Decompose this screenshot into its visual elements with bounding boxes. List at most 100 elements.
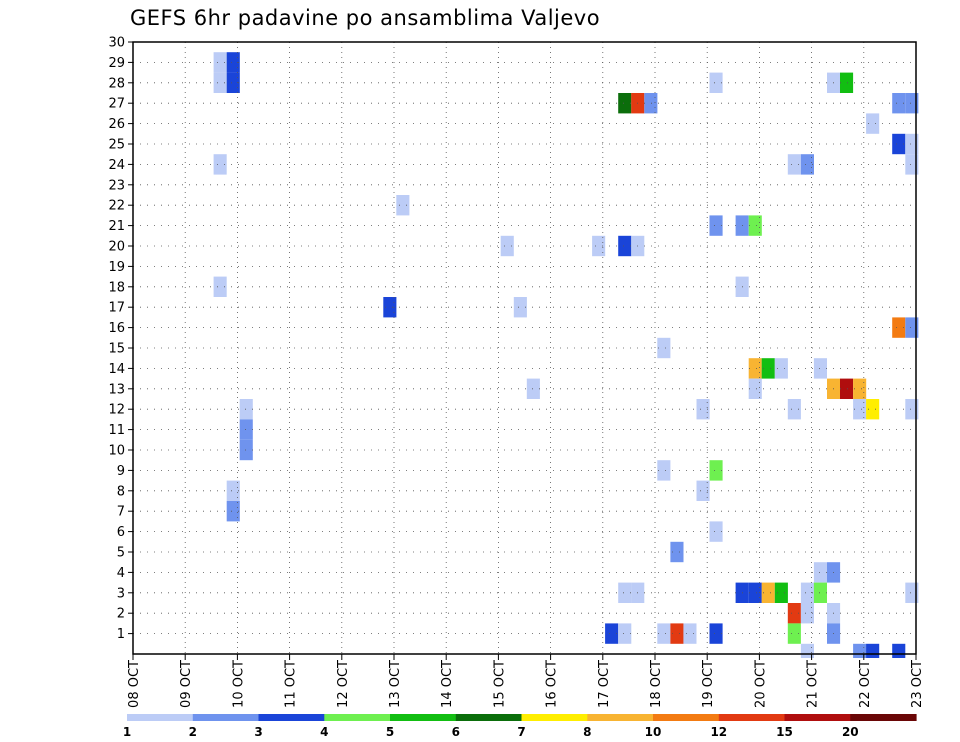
data-cell [892, 643, 906, 658]
colorbar-segment [784, 714, 851, 721]
data-cell [709, 72, 723, 93]
colorbar-segment [850, 714, 917, 721]
colorbar-label: 10 [645, 725, 662, 739]
colorbar-segment [521, 714, 588, 721]
data-cell [709, 215, 723, 236]
data-cell [683, 623, 697, 644]
data-cell [526, 378, 540, 399]
data-cell [709, 623, 723, 644]
x-tick-label: 13 OCT [388, 660, 403, 708]
x-tick-label: 08 OCT [127, 660, 142, 708]
data-cell [787, 154, 801, 175]
data-cell [618, 582, 632, 603]
y-tick-label: 1 [117, 627, 125, 642]
data-cell [709, 521, 723, 542]
y-tick-label: 5 [117, 546, 125, 561]
x-axis-labels: 08 OCT 09 OCT 10 OCT 11 OCT 12 OCT 13 OCT 14 O… [127, 654, 925, 708]
data-cell [657, 623, 671, 644]
y-tick-label: 24 [108, 158, 125, 173]
data-cell [787, 399, 801, 420]
y-tick-label: 25 [108, 138, 125, 153]
colorbar-label: 5 [386, 725, 394, 739]
data-cell [709, 460, 723, 481]
data-cell [213, 154, 227, 175]
colorbar-segment [587, 714, 654, 721]
data-cell [774, 582, 788, 603]
x-tick-label: 20 OCT [753, 660, 768, 708]
x-tick-label: 21 OCT [806, 660, 821, 708]
data-cells [213, 52, 919, 658]
data-cell [892, 133, 906, 155]
colorbar-label: 20 [842, 725, 859, 739]
colorbar-label: 12 [710, 725, 727, 739]
data-cell [866, 643, 880, 658]
colorbar-label: 8 [583, 725, 591, 739]
data-cell [905, 93, 919, 114]
y-tick-label: 22 [108, 199, 125, 214]
y-tick-label: 30 [108, 36, 125, 51]
data-cell [657, 337, 671, 359]
y-tick-label: 28 [108, 76, 125, 91]
y-tick-label: 16 [108, 321, 125, 336]
data-cell [500, 235, 514, 257]
y-tick-label: 9 [117, 464, 125, 479]
data-cell [866, 113, 880, 134]
y-tick-label: 21 [108, 219, 125, 234]
colorbar-segment [390, 714, 457, 721]
data-cell [905, 582, 919, 603]
data-cell [213, 52, 227, 73]
y-tick-label: 11 [108, 423, 125, 438]
data-cell [657, 460, 671, 481]
colorbar: 1 2 3 4 5 6 7 8 10 12 15 20 [123, 714, 917, 739]
colorbar-segment [653, 714, 720, 721]
data-cell [905, 154, 919, 175]
x-tick-label: 23 OCT [910, 660, 925, 708]
data-cell [213, 72, 227, 93]
data-cell [800, 603, 814, 624]
data-cell [670, 541, 684, 563]
data-cell [761, 582, 775, 603]
data-cell [696, 399, 710, 420]
data-cell [813, 562, 827, 583]
y-tick-label: 10 [108, 444, 125, 459]
y-tick-label: 23 [108, 178, 125, 193]
data-cell [800, 154, 814, 175]
data-cell [396, 195, 410, 216]
data-cell [226, 72, 240, 93]
data-cell [853, 399, 867, 420]
data-cell [761, 358, 775, 379]
y-tick-label: 7 [117, 505, 125, 520]
colorbar-segment [258, 714, 325, 721]
data-cell [853, 378, 867, 399]
colorbar-label: 3 [254, 725, 262, 739]
data-cell [592, 235, 606, 257]
data-cell [813, 582, 827, 603]
data-cell [892, 317, 906, 338]
data-cell [670, 623, 684, 644]
colorbar-segment [455, 714, 523, 721]
data-cell [813, 358, 827, 379]
y-tick-label: 26 [108, 117, 125, 132]
data-cell [213, 276, 227, 297]
data-cell [618, 235, 632, 257]
y-tick-label: 3 [117, 586, 125, 601]
data-cell [748, 358, 762, 379]
x-tick-label: 09 OCT [179, 660, 194, 708]
y-tick-label: 6 [117, 525, 125, 540]
colorbar-label: 4 [320, 725, 328, 739]
y-tick-label: 12 [108, 403, 125, 418]
colorbar-segment [127, 714, 194, 721]
data-cell [226, 52, 240, 73]
data-cell [644, 93, 658, 114]
grid-lines [133, 42, 916, 654]
y-tick-label: 29 [108, 56, 125, 71]
data-cell [892, 93, 906, 114]
y-tick-label: 2 [117, 607, 125, 622]
colorbar-label: 7 [517, 725, 525, 739]
x-tick-label: 22 OCT [858, 660, 873, 708]
y-tick-label: 15 [108, 342, 125, 357]
colorbar-label: 1 [123, 725, 131, 739]
data-cell [383, 297, 397, 318]
x-tick-label: 18 OCT [649, 660, 664, 708]
data-cell [905, 399, 919, 420]
